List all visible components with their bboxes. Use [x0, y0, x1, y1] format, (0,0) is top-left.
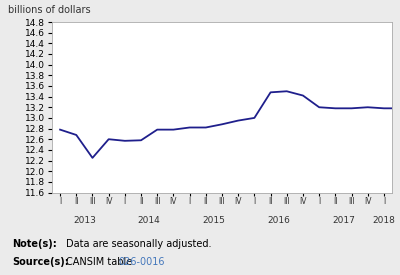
Text: 2018: 2018: [372, 216, 395, 225]
Text: CANSIM table: CANSIM table: [66, 257, 135, 267]
Text: 2015: 2015: [202, 216, 225, 225]
Text: 2016: 2016: [267, 216, 290, 225]
Text: Data are seasonally adjusted.: Data are seasonally adjusted.: [66, 239, 212, 249]
Text: Source(s):: Source(s):: [12, 257, 69, 267]
Text: 2013: 2013: [73, 216, 96, 225]
Text: 2017: 2017: [332, 216, 355, 225]
Text: 026-0016: 026-0016: [118, 257, 164, 267]
Text: billions of dollars: billions of dollars: [8, 5, 90, 15]
Text: 2014: 2014: [138, 216, 160, 225]
Text: Note(s):: Note(s):: [12, 239, 57, 249]
